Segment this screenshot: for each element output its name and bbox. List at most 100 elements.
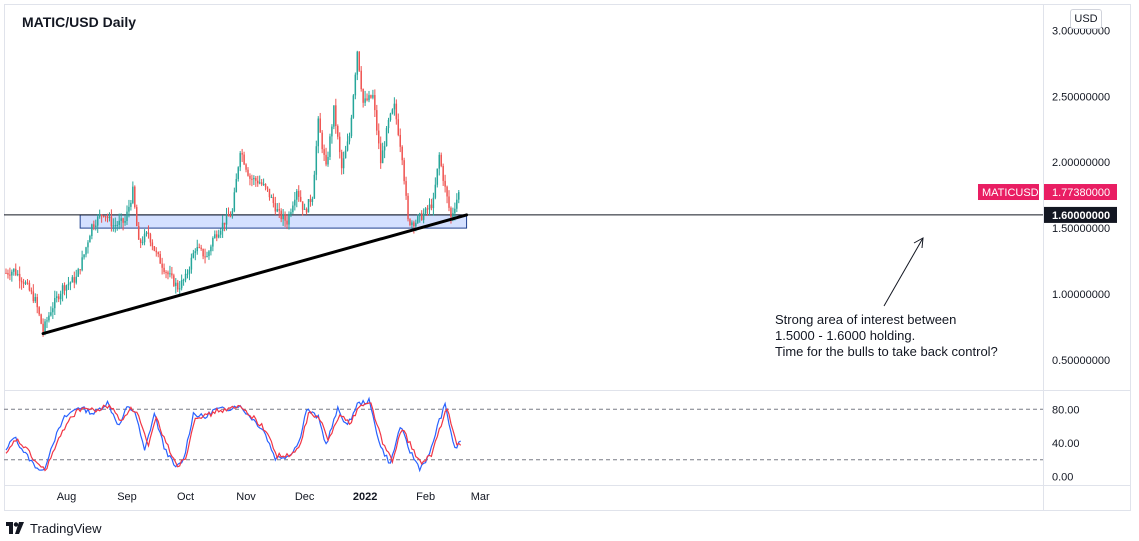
candle bbox=[362, 88, 364, 108]
candle bbox=[55, 291, 58, 303]
candle bbox=[40, 313, 42, 325]
candle bbox=[77, 267, 79, 278]
candle bbox=[100, 214, 103, 223]
candle bbox=[130, 199, 132, 211]
candle bbox=[366, 93, 368, 102]
candle bbox=[120, 213, 122, 228]
candle bbox=[108, 212, 111, 222]
candle bbox=[323, 144, 325, 161]
candle bbox=[434, 177, 437, 200]
candle bbox=[311, 196, 314, 206]
candle bbox=[389, 112, 392, 122]
candle bbox=[288, 211, 290, 230]
time-tick-label: Oct bbox=[177, 491, 194, 503]
price-tick-label: 0.50000000 bbox=[1052, 355, 1110, 367]
candle bbox=[251, 174, 253, 187]
trendline[interactable] bbox=[41, 213, 469, 336]
candle bbox=[36, 293, 38, 314]
candle bbox=[180, 274, 183, 291]
candle bbox=[294, 191, 296, 211]
candle bbox=[395, 99, 398, 125]
chart-title: MATIC/USD Daily bbox=[22, 14, 137, 30]
candle bbox=[52, 302, 54, 320]
candle bbox=[114, 217, 117, 233]
candle bbox=[159, 250, 161, 264]
candle bbox=[442, 163, 444, 186]
candle bbox=[313, 170, 316, 199]
candle bbox=[182, 278, 185, 286]
candle bbox=[262, 178, 265, 186]
candle bbox=[444, 174, 446, 193]
price-tick-label: 2.00000000 bbox=[1052, 157, 1110, 169]
candle bbox=[9, 267, 11, 281]
candle bbox=[422, 208, 425, 224]
candle bbox=[106, 213, 109, 223]
candle bbox=[139, 238, 142, 249]
candle bbox=[321, 130, 323, 154]
time-tick-label: Dec bbox=[295, 491, 315, 503]
candle bbox=[407, 193, 409, 222]
candle bbox=[331, 124, 333, 144]
candle bbox=[116, 220, 118, 231]
candle bbox=[376, 104, 378, 136]
candle bbox=[67, 276, 70, 290]
candle bbox=[198, 243, 200, 249]
candle bbox=[432, 192, 435, 216]
candle bbox=[59, 290, 62, 305]
candle bbox=[24, 280, 27, 286]
candle bbox=[175, 278, 177, 294]
candle bbox=[364, 90, 366, 106]
candle bbox=[87, 240, 89, 254]
tradingview-logo[interactable]: TradingView bbox=[6, 519, 102, 537]
stoch-rsi-d-line bbox=[5, 402, 462, 472]
candle bbox=[18, 266, 21, 289]
candle bbox=[329, 133, 331, 161]
candle bbox=[126, 205, 128, 225]
candle bbox=[178, 280, 181, 295]
candle bbox=[57, 293, 60, 303]
candle bbox=[194, 248, 197, 261]
candle bbox=[440, 152, 442, 168]
candle bbox=[63, 282, 66, 296]
candle bbox=[206, 251, 208, 258]
candle bbox=[221, 215, 224, 238]
candle bbox=[360, 66, 362, 92]
tradingview-icon bbox=[6, 522, 24, 534]
candle bbox=[229, 211, 232, 218]
candle bbox=[134, 185, 136, 209]
candle bbox=[169, 265, 171, 278]
candle bbox=[315, 140, 318, 181]
candle bbox=[417, 214, 419, 224]
candle bbox=[227, 207, 230, 217]
candle bbox=[368, 90, 370, 103]
candle bbox=[30, 287, 33, 295]
candle bbox=[112, 218, 115, 232]
candle bbox=[204, 248, 206, 264]
candle bbox=[137, 222, 140, 240]
candle bbox=[167, 270, 169, 280]
candle bbox=[372, 89, 374, 100]
candle bbox=[214, 230, 216, 239]
candle bbox=[352, 94, 355, 119]
candle bbox=[75, 269, 78, 285]
candle bbox=[350, 114, 353, 139]
candle bbox=[292, 201, 294, 214]
candle bbox=[13, 268, 15, 276]
candle bbox=[245, 163, 247, 173]
candle bbox=[340, 149, 343, 175]
currency-button[interactable]: USD bbox=[1070, 9, 1102, 29]
candle bbox=[200, 244, 202, 251]
candle bbox=[46, 316, 48, 329]
candle bbox=[276, 203, 279, 213]
candle bbox=[171, 266, 173, 279]
candle bbox=[81, 250, 83, 272]
candle bbox=[247, 167, 249, 177]
candle bbox=[420, 210, 423, 221]
candle bbox=[95, 219, 97, 231]
candle bbox=[212, 236, 214, 252]
candle bbox=[249, 173, 251, 186]
candle bbox=[83, 254, 85, 260]
candle bbox=[118, 213, 120, 230]
candle bbox=[438, 152, 441, 176]
